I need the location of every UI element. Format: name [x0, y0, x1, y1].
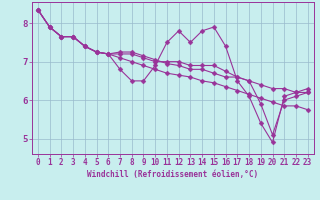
X-axis label: Windchill (Refroidissement éolien,°C): Windchill (Refroidissement éolien,°C): [87, 170, 258, 179]
